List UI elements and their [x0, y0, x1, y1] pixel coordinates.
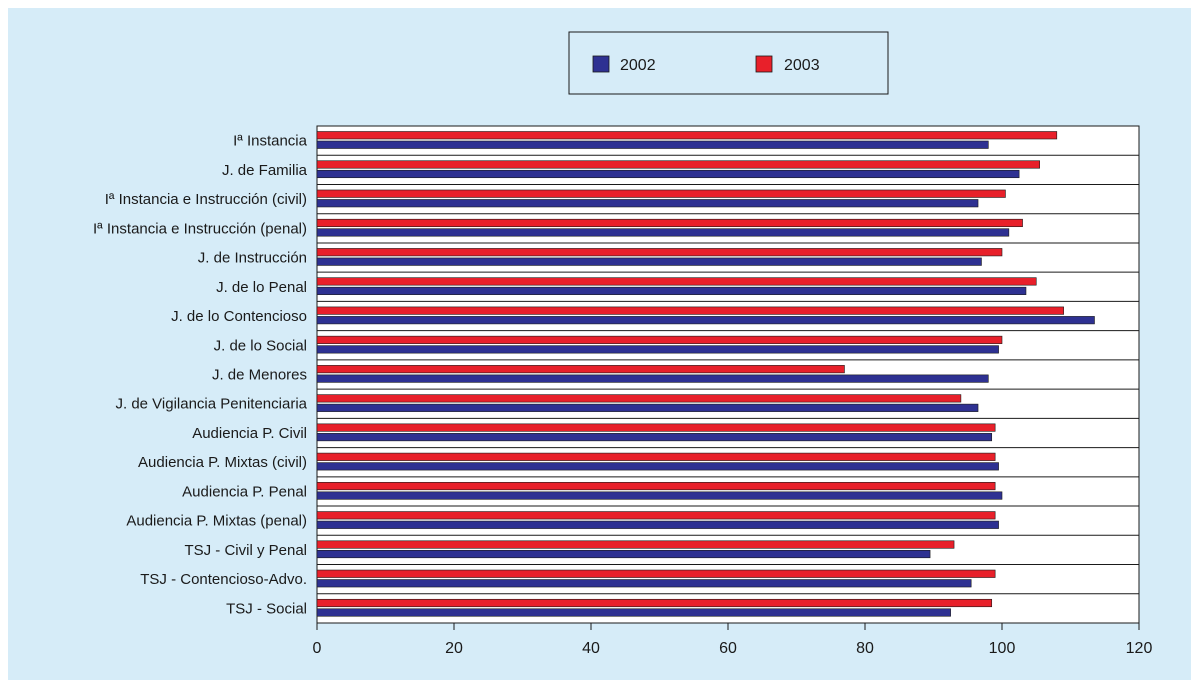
category-label: J. de Instrucción [198, 250, 307, 267]
bar-2002 [316, 608, 951, 617]
bar-2002 [316, 257, 982, 266]
x-axis: 0 20 40 60 80 100 120 [313, 623, 1153, 657]
bar-2003 [316, 365, 845, 374]
bar-2003 [316, 423, 996, 432]
bar-2002 [316, 549, 931, 559]
x-tick-label: 100 [989, 640, 1016, 657]
bar-2003 [316, 569, 996, 578]
x-tick-label: 80 [856, 640, 874, 657]
bar-2003 [316, 335, 1003, 344]
category-labels: Iª Instancia J. de Familia Iª Instancia e … [93, 133, 308, 618]
category-label: TSJ - Civil y Penal [184, 542, 307, 559]
legend-swatch-2003 [755, 55, 773, 73]
chart-panel: 2002 2003 Iª Instancia J. de Familia Iª In… [8, 8, 1191, 680]
plot-area [316, 125, 1140, 624]
bar-2003 [316, 189, 1006, 198]
bar-2002 [316, 374, 989, 383]
category-label: J. de lo Social [214, 337, 307, 354]
bar-2002 [316, 433, 993, 442]
bar-2002 [316, 199, 979, 208]
bar-2002 [316, 462, 999, 471]
category-label: Iª Instancia e Instrucción (penal) [93, 220, 307, 237]
legend-box [568, 31, 889, 95]
category-label: J. de lo Contencioso [171, 308, 307, 325]
category-label: Audiencia P. Mixtas (civil) [138, 454, 307, 471]
bar-2003 [316, 131, 1058, 140]
bar-2002 [316, 520, 999, 529]
x-tick-label: 60 [719, 640, 737, 657]
bar-2003 [316, 511, 996, 520]
bar-2002 [316, 140, 989, 149]
category-label: Audiencia P. Mixtas (penal) [126, 513, 307, 530]
legend: 2002 2003 [568, 31, 889, 95]
x-tick-label: 20 [445, 640, 463, 657]
legend-label-2002: 2002 [620, 57, 656, 74]
category-label: Audiencia P. Penal [182, 483, 307, 500]
legend-label-2003: 2003 [784, 57, 820, 74]
category-label: TSJ - Contencioso-Advo. [140, 571, 307, 588]
legend-swatch-2002 [592, 55, 610, 73]
bar-2003 [316, 540, 955, 549]
category-separators [317, 154, 1139, 595]
x-tick-label: 120 [1126, 640, 1153, 657]
bar-2003 [316, 598, 993, 608]
category-label: J. de Vigilancia Penitenciaria [115, 396, 307, 413]
category-label: TSJ - Social [226, 600, 307, 617]
bar-2002 [316, 228, 1010, 237]
category-label: Audiencia P. Civil [192, 425, 307, 442]
category-label: J. de lo Penal [216, 279, 307, 296]
category-label: J. de Familia [222, 162, 308, 179]
category-label: Iª Instancia [233, 133, 308, 150]
bar-2003 [316, 306, 1064, 315]
x-tick-label: 0 [313, 640, 322, 657]
bar-2002 [316, 316, 1095, 325]
bar-2003 [316, 277, 1037, 286]
bar-2002 [316, 169, 1020, 179]
bar-2003 [316, 218, 1023, 228]
x-tick-label: 40 [582, 640, 600, 657]
category-label: J. de Menores [212, 367, 307, 384]
bar-2003 [316, 394, 962, 403]
bar-2003 [316, 452, 996, 461]
bar-2003 [316, 248, 1003, 257]
bars [316, 131, 1095, 617]
bar-2002 [316, 579, 972, 588]
bar-2002 [316, 345, 999, 354]
bar-2002 [316, 286, 1027, 295]
bar-2003 [316, 160, 1040, 169]
bar-2002 [316, 403, 979, 412]
bar-2002 [316, 491, 1003, 500]
bar-2003 [316, 482, 996, 491]
category-label: Iª Instancia e Instrucción (civil) [105, 191, 307, 208]
